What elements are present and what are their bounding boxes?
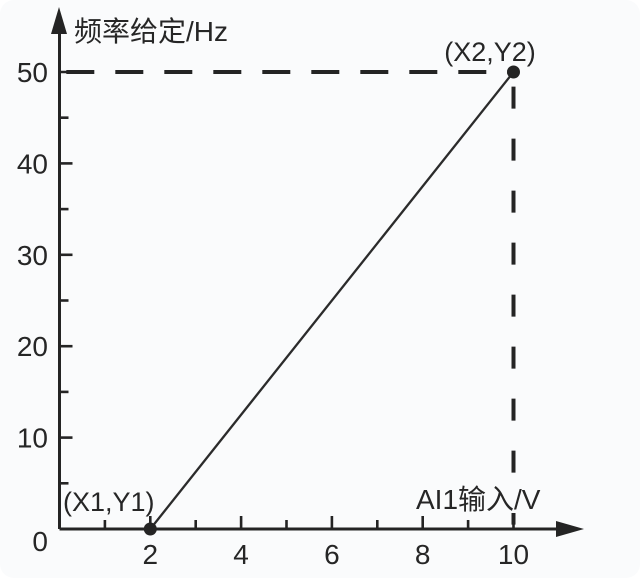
x-tick-label: 4 [233, 539, 249, 570]
data-point [507, 65, 520, 79]
y-axis-arrow [51, 7, 67, 34]
x-tick-label: 2 [143, 539, 159, 570]
y-tick-label: 20 [17, 331, 48, 362]
x-axis-title: AI1输入/V [416, 484, 541, 515]
y-axis-title: 频率给定/Hz [74, 16, 228, 47]
x-axis-title-backdrop [410, 485, 556, 513]
y-tick-label: 50 [17, 57, 48, 88]
chart-geometry: 0 10 20 30 40 50 2 4 6 8 10 [17, 7, 584, 570]
x-tick-label: 8 [415, 539, 431, 570]
y-tick-label: 10 [17, 423, 48, 454]
x-tick-label: 6 [324, 539, 340, 570]
y-tick-label: 30 [17, 240, 48, 271]
y-tick-label: 40 [17, 148, 48, 179]
x-axis-arrow [556, 521, 584, 537]
point-label-x2y2: (X2,Y2) [444, 37, 536, 67]
x-tick-label: 10 [498, 539, 529, 570]
y-tick-label: 0 [32, 526, 48, 557]
series-line [149, 71, 515, 530]
point-label-x1y1: (X1,Y1) [63, 487, 155, 517]
